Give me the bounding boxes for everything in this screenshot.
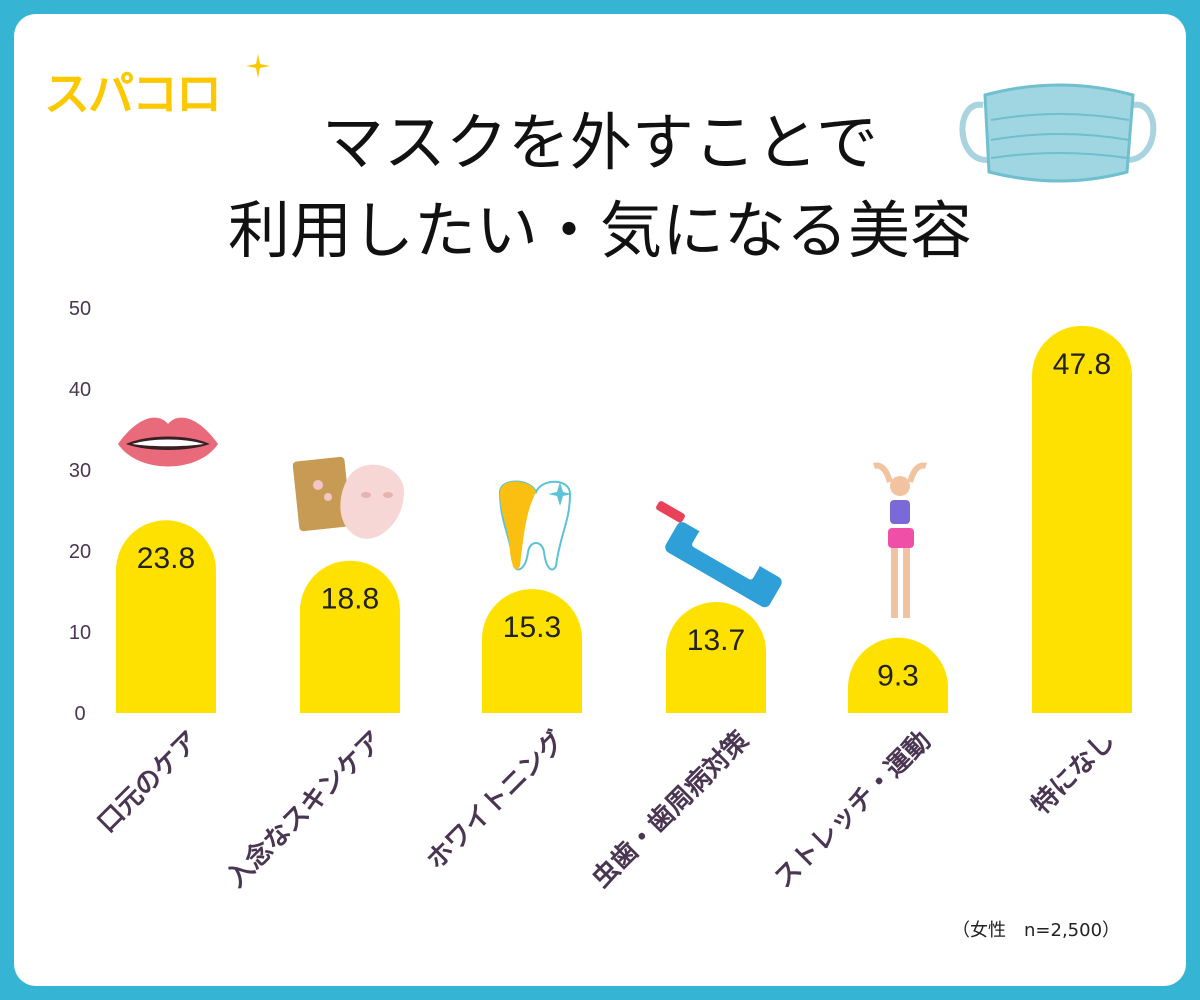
bar bbox=[300, 560, 400, 713]
lips-icon bbox=[118, 417, 218, 467]
bar-value-label: 23.8 bbox=[137, 542, 195, 575]
y-tick-label: 0 bbox=[74, 703, 85, 725]
x-category-label: 虫歯・歯周病対策 bbox=[586, 725, 755, 894]
bar-value-label: 15.3 bbox=[503, 611, 561, 644]
brand-logo: スパコロ bbox=[44, 67, 222, 121]
y-tick-label: 10 bbox=[69, 622, 91, 644]
bar bbox=[482, 589, 582, 713]
chart-card bbox=[14, 14, 1186, 986]
bar-value-label: 13.7 bbox=[687, 624, 745, 657]
bar bbox=[1032, 325, 1132, 713]
x-category-label: 特になし bbox=[1025, 725, 1120, 820]
sample-note: （女性 n=2,500） bbox=[952, 920, 1121, 941]
stretching-woman-icon bbox=[873, 462, 927, 618]
face-mask-icon bbox=[959, 83, 1157, 183]
bar bbox=[116, 520, 216, 713]
y-tick-label: 20 bbox=[69, 541, 91, 563]
x-category-label: 入念なスキンケア bbox=[220, 725, 388, 893]
x-category-label: ホワイトニング bbox=[421, 726, 571, 876]
x-category-label: ストレッチ・運動 bbox=[769, 726, 937, 894]
chart-title-line1: マスクを外すことで bbox=[321, 106, 879, 179]
bar bbox=[666, 602, 766, 713]
x-category-label: 口元のケア bbox=[92, 726, 205, 839]
bar-value-label: 9.3 bbox=[877, 660, 919, 693]
y-tick-label: 30 bbox=[69, 460, 91, 482]
chart-title-line2: 利用したい・気になる美容 bbox=[227, 194, 972, 267]
tooth-icon bbox=[498, 480, 572, 571]
face-mask-icon bbox=[292, 456, 405, 539]
y-tick-label: 50 bbox=[69, 298, 91, 320]
y-tick-label: 40 bbox=[69, 379, 91, 401]
sparkle-icon bbox=[246, 54, 270, 78]
bar-value-label: 47.8 bbox=[1053, 348, 1111, 381]
toothpaste-icon bbox=[656, 501, 782, 608]
bar bbox=[848, 637, 948, 713]
bar-value-label: 18.8 bbox=[321, 583, 379, 616]
